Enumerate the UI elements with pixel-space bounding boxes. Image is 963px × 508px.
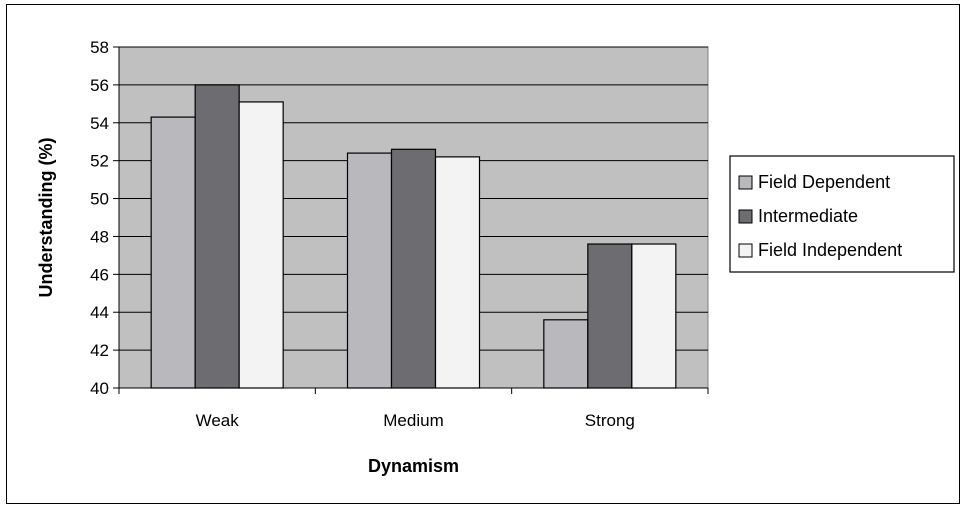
legend-label: Field Dependent <box>758 172 890 192</box>
bar <box>150 116 196 389</box>
x-tick-label: Strong <box>585 411 635 430</box>
x-tick-label: Medium <box>383 411 443 430</box>
y-tick-label: 40 <box>90 379 109 398</box>
y-tick-label: 50 <box>90 190 109 209</box>
legend-label: Intermediate <box>758 206 858 226</box>
bar <box>631 243 677 389</box>
y-tick-label: 46 <box>90 265 109 284</box>
bar <box>587 243 633 389</box>
y-axis-title: Understanding (%) <box>36 137 56 297</box>
bar <box>238 101 284 389</box>
y-tick-label: 58 <box>90 38 109 57</box>
x-axis-title: Dynamism <box>368 456 459 476</box>
y-tick-label: 54 <box>90 114 109 133</box>
bar <box>346 152 393 389</box>
bar <box>434 156 481 389</box>
bar <box>194 84 240 389</box>
bar <box>543 319 589 389</box>
legend-box <box>729 155 955 273</box>
legend-swatch <box>738 243 753 258</box>
x-tick-label: Weak <box>196 411 240 430</box>
y-tick-label: 56 <box>90 76 109 95</box>
y-tick-label: 44 <box>90 303 109 322</box>
legend-swatch <box>738 175 753 190</box>
legend-swatch <box>738 209 753 224</box>
y-tick-label: 48 <box>90 227 109 246</box>
legend-label: Field Independent <box>758 240 902 260</box>
bar <box>390 148 437 389</box>
y-tick-label: 52 <box>90 152 109 171</box>
y-tick-label: 42 <box>90 341 109 360</box>
